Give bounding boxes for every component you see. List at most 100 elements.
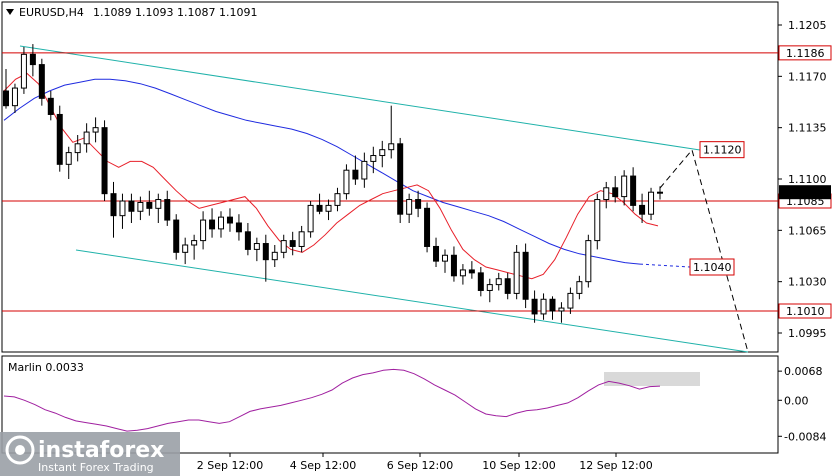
price-axis: 1.1205 1.1170 1.1135 1.1100 1.1065 1.1030 1.09… <box>689 19 832 340</box>
candle <box>92 117 99 143</box>
candle <box>101 120 108 201</box>
candle <box>648 187 655 221</box>
time-tick-label: 2 Sep 12:00 <box>197 459 263 472</box>
candle <box>513 245 520 300</box>
candle <box>47 91 54 121</box>
candle <box>83 123 90 153</box>
moving-averages <box>3 72 691 280</box>
candle <box>576 275 583 300</box>
time-tick-label: 12 Sep 12:00 <box>579 459 652 472</box>
candle <box>406 193 413 223</box>
candle <box>361 152 368 188</box>
svg-text:1.1120: 1.1120 <box>703 144 742 157</box>
price-tick-label: 1.1205 <box>788 19 827 32</box>
candle <box>424 202 431 253</box>
candle <box>495 272 502 291</box>
candle <box>119 193 126 229</box>
candle <box>540 293 547 320</box>
candle <box>164 190 171 226</box>
candle <box>209 208 216 238</box>
ohlc-label: 1.1089 1.1093 1.1087 1.1091 <box>93 6 257 19</box>
level-price-tag: 1.1010 <box>778 303 832 319</box>
candle <box>468 261 475 279</box>
oscillator-axis: 0.0068 0.00 -0.0084 <box>778 365 826 443</box>
ma-blue-line <box>3 78 641 265</box>
candle <box>459 264 466 285</box>
candle <box>612 176 619 203</box>
ma-red-line <box>3 72 659 280</box>
candle <box>433 237 440 267</box>
price-tick-label: 1.1135 <box>788 122 827 135</box>
price-tick-label: 1.1170 <box>788 70 827 83</box>
symbol-label: EURUSD,H4 <box>19 6 84 19</box>
candle <box>334 187 341 212</box>
candlesticks <box>3 44 663 323</box>
candle <box>531 290 538 323</box>
candle <box>262 234 269 282</box>
candle <box>522 243 529 309</box>
candle <box>316 193 323 215</box>
price-tick-label: 1.1065 <box>788 224 827 237</box>
logo-subtext: Instant Forex Trading <box>38 461 154 474</box>
oscillator-tick-label: -0.0084 <box>784 430 826 443</box>
svg-text:1.1091: 1.1091 <box>786 186 825 199</box>
candle <box>3 69 9 109</box>
price-tick-label: 1.1100 <box>788 173 827 186</box>
time-axis: 2 Sep 12:00 4 Sep 12:00 6 Sep 12:00 10 Sep … <box>197 453 653 472</box>
collapse-triangle-icon[interactable] <box>6 9 14 15</box>
candle <box>504 272 511 300</box>
candle <box>65 146 72 179</box>
candle <box>639 193 646 223</box>
candle <box>298 225 305 253</box>
oscillator-label: Marlin 0.0033 <box>8 361 84 374</box>
instaforex-logo: instaforex Instant Forex Trading <box>0 432 180 476</box>
logo-circle-icon <box>5 435 35 465</box>
candle <box>325 199 332 221</box>
candle <box>74 135 81 162</box>
candle <box>415 190 422 218</box>
candle <box>253 237 260 262</box>
candle <box>271 245 278 267</box>
candle <box>56 105 63 172</box>
candle <box>155 193 162 223</box>
candle <box>379 140 386 168</box>
candle <box>657 186 663 200</box>
candle <box>280 234 287 259</box>
candle <box>558 302 565 323</box>
price-tick-label: 1.1030 <box>788 276 827 289</box>
price-tick-label: 1.0995 <box>788 327 827 340</box>
candle <box>191 234 198 260</box>
oscillator-tick-label: 0.0068 <box>784 365 823 378</box>
candle <box>289 231 296 256</box>
channel-lines <box>19 45 749 353</box>
ma-blue-projection <box>639 263 691 268</box>
candle <box>29 44 36 77</box>
candle <box>110 181 117 238</box>
candle <box>182 237 189 265</box>
svg-text:1.1186: 1.1186 <box>786 47 825 60</box>
candle <box>343 164 350 200</box>
candle <box>621 170 628 206</box>
candle <box>450 246 457 282</box>
candle <box>397 137 404 223</box>
target-label: 1.1040 <box>689 258 735 276</box>
target-label: 1.1120 <box>699 141 745 159</box>
candle <box>173 214 180 260</box>
candle <box>226 208 233 232</box>
candle <box>146 190 153 216</box>
candle <box>388 105 395 159</box>
candle <box>218 211 225 238</box>
candle <box>38 58 45 106</box>
candle <box>441 249 448 273</box>
current-price-tag: 1.1091 <box>779 185 831 200</box>
candle <box>200 211 207 250</box>
candle <box>585 234 592 288</box>
candle <box>11 83 18 113</box>
candle <box>549 296 556 320</box>
svg-text:1.1010: 1.1010 <box>786 305 825 318</box>
candle <box>137 196 144 221</box>
candle <box>307 201 314 238</box>
time-tick-label: 10 Sep 12:00 <box>482 459 555 472</box>
time-tick-label: 6 Sep 12:00 <box>387 459 453 472</box>
